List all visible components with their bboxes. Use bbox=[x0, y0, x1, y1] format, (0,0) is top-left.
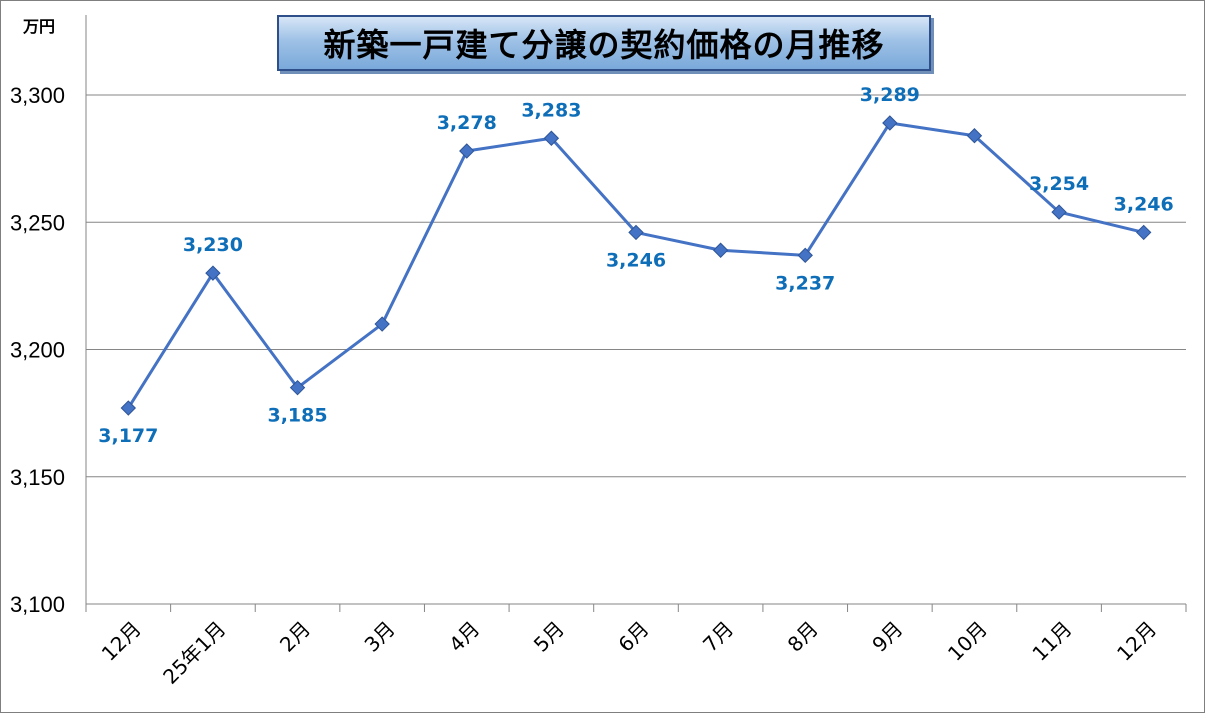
y-tick-label: 3,250 bbox=[10, 210, 65, 235]
x-tick-label: 6月 bbox=[613, 617, 653, 657]
x-tick-label: 7月 bbox=[698, 617, 738, 657]
x-tick-label: 5月 bbox=[529, 617, 569, 657]
y-tick-label: 3,200 bbox=[10, 338, 65, 363]
y-axis-unit-label: 万円 bbox=[23, 17, 56, 36]
x-tick-label: 25年1月 bbox=[158, 617, 230, 689]
data-label: 3,237 bbox=[775, 272, 835, 294]
data-point-marker bbox=[882, 115, 898, 131]
data-label: 3,289 bbox=[860, 84, 920, 106]
data-point-marker bbox=[120, 400, 137, 416]
data-point-marker bbox=[966, 128, 983, 144]
data-point-marker bbox=[1051, 204, 1067, 220]
x-tick-label: 12月 bbox=[97, 617, 146, 666]
chart-title: 新築一戸建て分譲の契約価格の月推移 bbox=[323, 26, 885, 64]
y-tick-label: 3,150 bbox=[10, 465, 65, 490]
x-tick-label: 2月 bbox=[275, 617, 315, 657]
data-point-marker bbox=[712, 242, 729, 258]
x-tick-label: 3月 bbox=[360, 617, 400, 657]
x-tick-label: 10月 bbox=[943, 617, 992, 666]
data-label: 3,177 bbox=[98, 425, 158, 447]
data-point-marker bbox=[797, 247, 813, 264]
data-point-marker bbox=[1135, 224, 1152, 241]
data-point-marker bbox=[205, 265, 221, 281]
x-tick-label: 12月 bbox=[1112, 617, 1161, 666]
chart-title-box: 新築一戸建て分譲の契約価格の月推移 bbox=[277, 15, 931, 71]
data-point-marker bbox=[628, 224, 644, 241]
y-tick-label: 3,100 bbox=[10, 592, 65, 617]
x-tick-label: 11月 bbox=[1028, 617, 1077, 666]
x-tick-label: 9月 bbox=[867, 617, 907, 657]
data-point-marker bbox=[459, 143, 475, 159]
data-label: 3,246 bbox=[606, 249, 666, 271]
data-label: 3,230 bbox=[183, 234, 243, 256]
data-label: 3,254 bbox=[1029, 173, 1089, 195]
data-label: 3,185 bbox=[267, 405, 327, 427]
data-point-marker bbox=[289, 379, 306, 396]
data-label: 3,283 bbox=[521, 99, 581, 121]
x-tick-label: 8月 bbox=[783, 617, 823, 657]
data-point-marker bbox=[543, 130, 560, 146]
data-label: 3,246 bbox=[1114, 193, 1174, 215]
y-tick-label: 3,300 bbox=[10, 83, 65, 108]
x-tick-label: 4月 bbox=[444, 617, 484, 657]
data-label: 3,278 bbox=[437, 112, 497, 134]
data-point-marker bbox=[374, 316, 390, 332]
